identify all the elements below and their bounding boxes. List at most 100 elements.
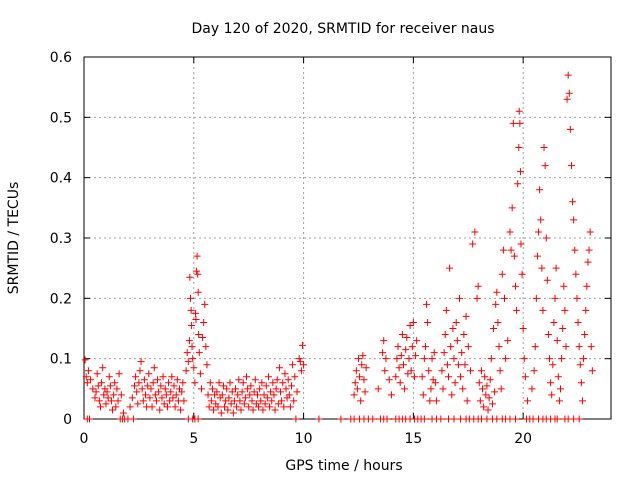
data-point bbox=[383, 415, 391, 423]
data-point bbox=[477, 367, 485, 375]
data-point bbox=[457, 373, 465, 381]
data-point bbox=[485, 394, 493, 402]
data-point bbox=[255, 403, 263, 411]
data-point bbox=[258, 379, 266, 387]
data-point bbox=[419, 391, 427, 399]
data-point bbox=[159, 373, 167, 381]
data-point bbox=[151, 391, 159, 399]
data-point bbox=[481, 373, 489, 381]
data-point bbox=[385, 376, 393, 384]
data-point bbox=[259, 406, 267, 414]
data-point bbox=[194, 270, 202, 278]
data-point bbox=[180, 397, 188, 405]
data-point bbox=[228, 388, 236, 396]
data-point bbox=[424, 318, 432, 326]
data-point bbox=[451, 379, 459, 387]
data-point bbox=[87, 376, 95, 384]
data-point bbox=[270, 391, 278, 399]
data-point bbox=[138, 385, 146, 393]
data-point bbox=[544, 331, 552, 339]
data-point bbox=[507, 246, 515, 254]
data-point bbox=[200, 318, 208, 326]
data-point bbox=[494, 318, 502, 326]
data-point bbox=[445, 373, 453, 381]
data-point bbox=[360, 376, 368, 384]
data-point bbox=[486, 376, 494, 384]
data-point bbox=[171, 403, 179, 411]
data-point bbox=[393, 355, 401, 363]
data-point bbox=[449, 325, 457, 332]
data-point bbox=[82, 373, 90, 381]
data-point bbox=[150, 364, 158, 372]
data-point bbox=[441, 331, 449, 339]
x-tick-label: 20 bbox=[514, 431, 532, 447]
data-point bbox=[458, 349, 466, 357]
data-point bbox=[261, 400, 269, 408]
data-point bbox=[192, 267, 200, 275]
data-point bbox=[131, 382, 139, 390]
data-point bbox=[113, 385, 121, 393]
data-point bbox=[157, 382, 165, 390]
data-point bbox=[394, 343, 402, 351]
data-point bbox=[392, 373, 400, 381]
data-point bbox=[129, 415, 137, 423]
data-point bbox=[84, 367, 92, 375]
data-point bbox=[359, 352, 367, 360]
data-point bbox=[206, 379, 214, 387]
data-point bbox=[454, 361, 462, 369]
data-point bbox=[163, 403, 171, 411]
data-point bbox=[135, 379, 143, 387]
data-point bbox=[279, 379, 287, 387]
data-point bbox=[278, 397, 286, 405]
data-point bbox=[148, 403, 156, 411]
data-point bbox=[565, 89, 573, 97]
data-point bbox=[440, 349, 448, 357]
data-point bbox=[403, 334, 411, 342]
data-point bbox=[146, 394, 154, 402]
data-point bbox=[549, 361, 557, 369]
data-point bbox=[282, 385, 290, 393]
data-point bbox=[447, 343, 455, 351]
data-point bbox=[448, 391, 456, 399]
data-point bbox=[168, 373, 176, 381]
data-point bbox=[515, 144, 523, 151]
data-point bbox=[518, 270, 526, 278]
data-point bbox=[501, 294, 509, 302]
data-point bbox=[535, 228, 543, 236]
data-point bbox=[241, 394, 249, 402]
data-point bbox=[83, 379, 91, 387]
data-point bbox=[300, 361, 308, 369]
data-point bbox=[379, 349, 387, 357]
data-point bbox=[126, 403, 134, 411]
data-point bbox=[178, 388, 186, 396]
data-point bbox=[492, 300, 500, 308]
data-point bbox=[502, 355, 510, 363]
data-point bbox=[450, 355, 458, 363]
data-point bbox=[539, 306, 547, 314]
data-point bbox=[136, 367, 144, 375]
data-point bbox=[401, 385, 409, 393]
data-point bbox=[191, 379, 199, 387]
data-point bbox=[134, 400, 142, 408]
data-point bbox=[506, 228, 514, 236]
data-point bbox=[201, 300, 209, 308]
data-point bbox=[242, 373, 250, 381]
data-point bbox=[257, 397, 265, 405]
data-point bbox=[188, 321, 196, 329]
data-point bbox=[513, 306, 521, 314]
data-point bbox=[96, 403, 104, 411]
data-point bbox=[162, 391, 170, 399]
data-point bbox=[140, 376, 148, 384]
data-point bbox=[208, 385, 216, 393]
data-point bbox=[428, 355, 436, 363]
data-point bbox=[413, 337, 421, 345]
data-point bbox=[107, 397, 115, 405]
x-tick-label: 5 bbox=[189, 431, 198, 447]
data-point bbox=[250, 388, 258, 396]
data-point bbox=[532, 294, 540, 302]
data-point bbox=[277, 388, 285, 396]
data-point bbox=[442, 306, 450, 314]
data-point bbox=[298, 341, 306, 349]
data-point bbox=[215, 379, 223, 387]
